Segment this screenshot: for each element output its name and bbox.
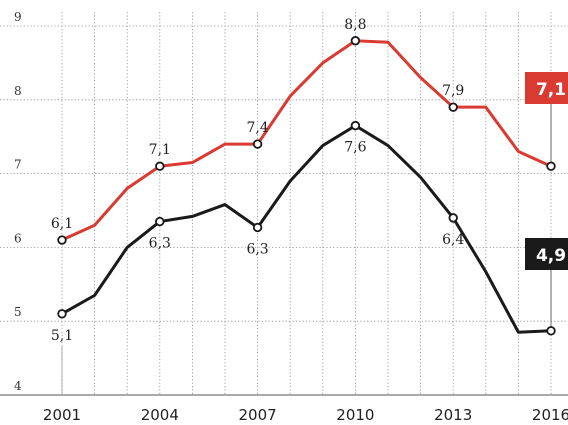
data-point-marker (448, 102, 458, 112)
data-point-marker (350, 36, 361, 46)
data-point-marker (546, 161, 556, 171)
data-label: 7,9 (442, 83, 464, 99)
end-label: 7,1 (536, 80, 566, 100)
data-point-marker (57, 309, 67, 319)
data-point-marker (448, 213, 458, 223)
x-tick-label: 2001 (43, 406, 81, 424)
data-label: 6,1 (51, 216, 73, 232)
data-labels: 6,1 7,1 7,4 8,8 7,9 7,1 5,1 6,3 6,3 7,6 6,4 4,9 (51, 17, 568, 395)
y-tick-label: 5 (14, 305, 22, 319)
data-point-marker (546, 326, 556, 336)
y-tick-label: 9 (14, 10, 22, 24)
y-tick-label: 7 (14, 158, 22, 172)
data-label: 7,1 (149, 142, 171, 158)
y-tick-label: 4 (14, 379, 22, 393)
data-label: 6,3 (149, 236, 171, 252)
data-label: 7,4 (246, 120, 268, 136)
x-tick-label: 2013 (434, 406, 472, 424)
data-point-marker (155, 216, 165, 227)
data-label: 7,6 (344, 140, 366, 156)
y-tick-label: 8 (14, 84, 22, 98)
series-line (60, 124, 553, 334)
y-tick-label: 6 (14, 231, 22, 245)
data-label: 8,8 (344, 17, 366, 33)
end-label-box (525, 238, 568, 270)
data-point-marker (57, 235, 67, 245)
x-tick-label: 2010 (336, 406, 374, 424)
series-line (60, 39, 553, 242)
data-point-marker (155, 161, 165, 171)
data-point-marker (350, 120, 361, 131)
grid (0, 12, 568, 395)
data-label: 5,1 (51, 328, 73, 344)
x-tick-label: 2016 (532, 406, 568, 424)
axes: 4 5 6 7 8 9 2001 2004 2007 2010 2013 2016 (0, 10, 568, 424)
series-lines (60, 39, 553, 334)
data-label: 6,3 (246, 241, 268, 257)
data-label: 6,4 (442, 232, 464, 248)
data-point-marker (252, 222, 263, 233)
x-tick-label: 2004 (141, 406, 179, 424)
end-label: 4,9 (536, 246, 566, 266)
data-point-marker (252, 139, 263, 149)
end-label-box (525, 72, 568, 104)
x-tick-label: 2007 (239, 406, 277, 424)
